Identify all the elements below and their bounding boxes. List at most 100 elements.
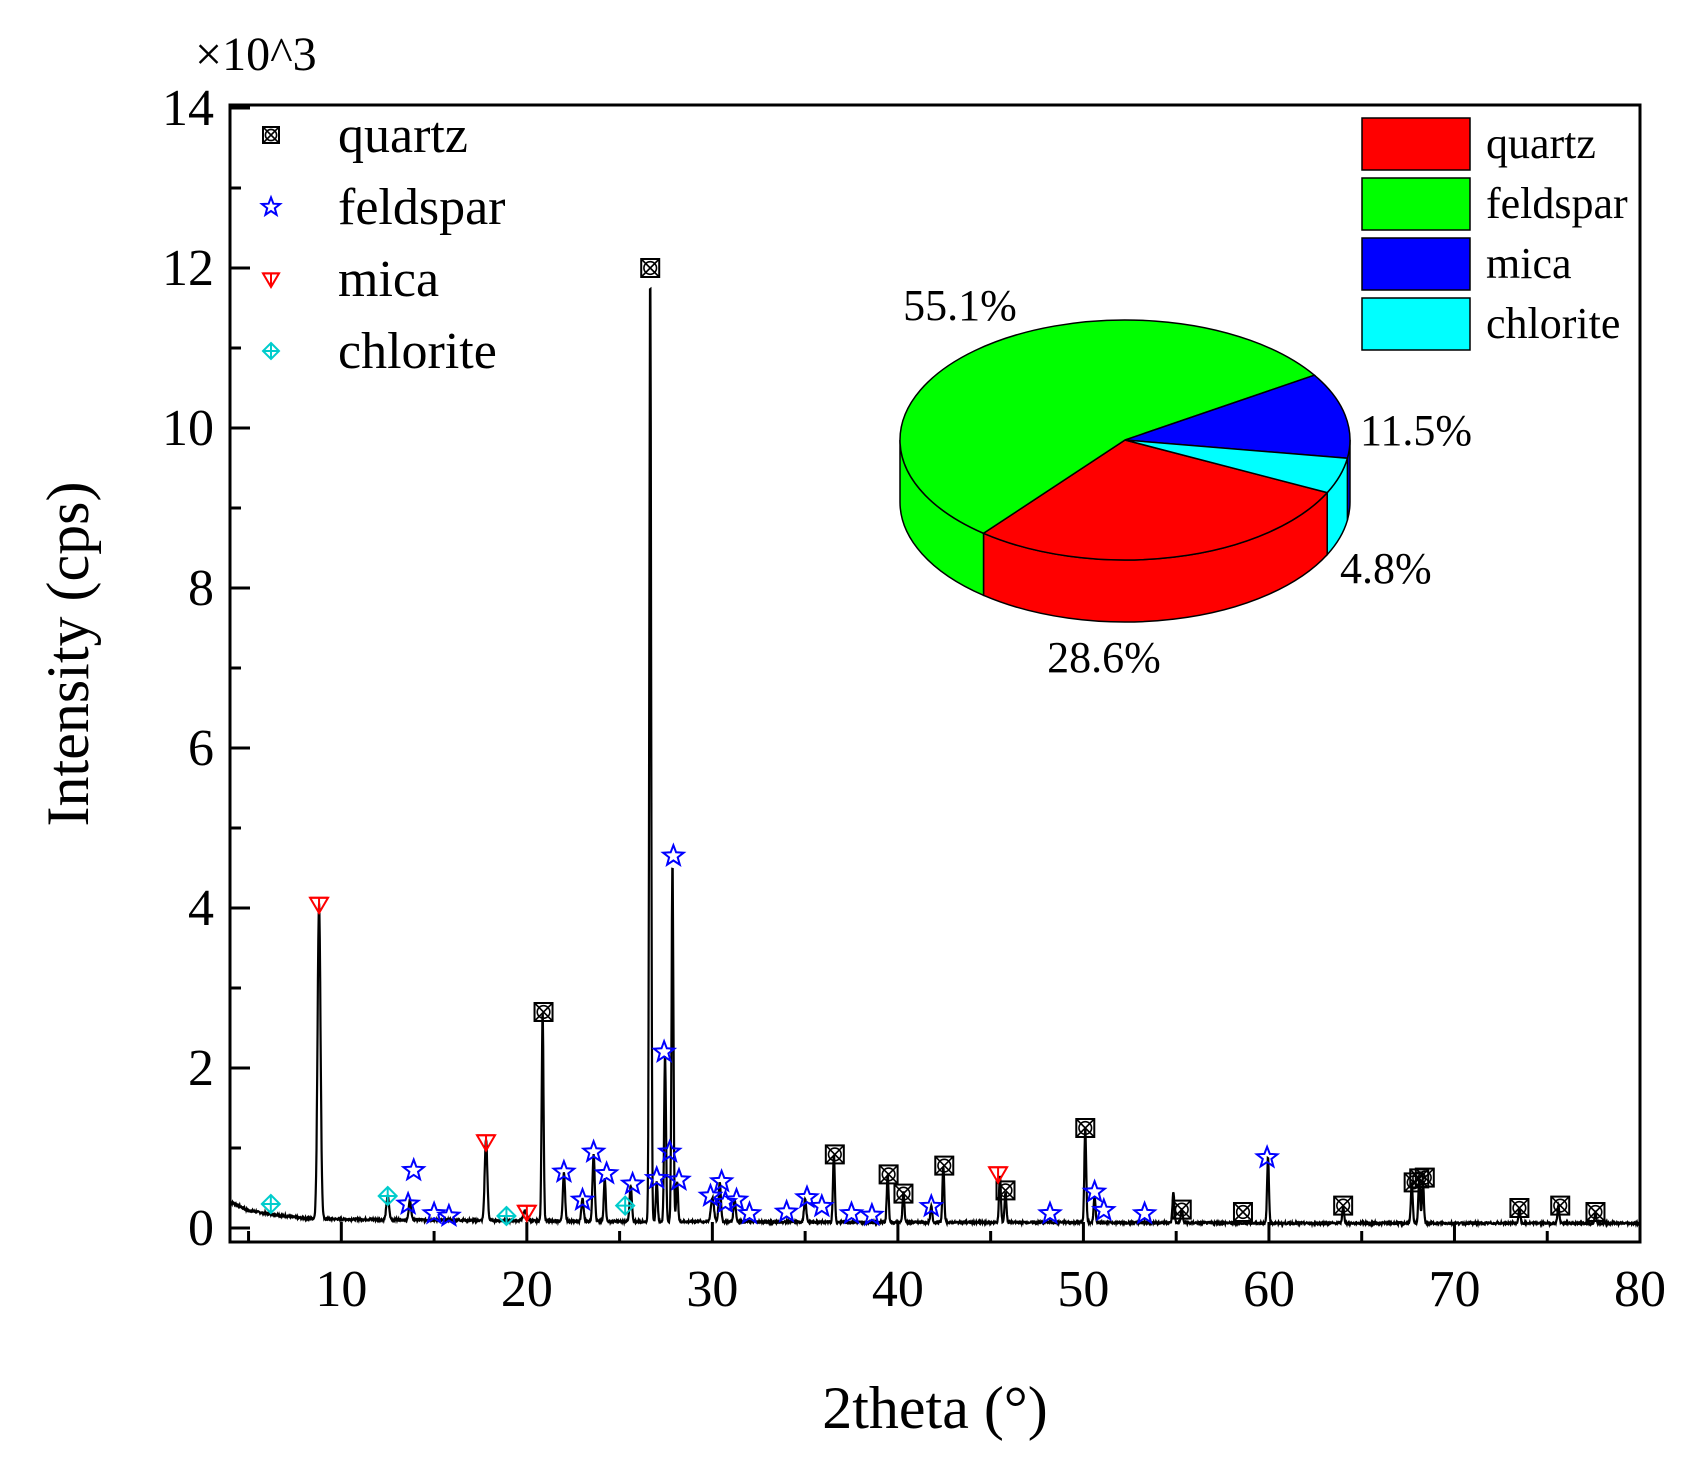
- quartz-peak-marker: [1171, 1199, 1192, 1220]
- quartz-peak-marker: [1232, 1202, 1253, 1222]
- feldspar-peak-marker: [697, 1182, 724, 1208]
- mica-peak-marker: [987, 1166, 1009, 1185]
- feldspar-peak-marker: [712, 1188, 739, 1214]
- pie-legend-swatch-quartz: [1361, 117, 1471, 171]
- feldspar-peak-marker: [421, 1199, 448, 1225]
- pie-legend: quartz feldspar mica chlorite: [1361, 117, 1628, 351]
- chlorite-peak-marker: [377, 1185, 399, 1207]
- pie-slice-chlorite: [1124, 439, 1349, 494]
- pie-value-label-quartz: 28.6%: [1047, 633, 1161, 682]
- feldspar-peak-marker: [665, 1166, 692, 1192]
- x-tick-label: 60: [1243, 1261, 1295, 1318]
- quartz-marker-icon: [262, 126, 280, 144]
- feldspar-peak-marker: [1131, 1199, 1158, 1225]
- y-tick-label: 8: [188, 560, 214, 617]
- y-tick-label: 14: [162, 80, 214, 137]
- legend-label-chlorite: chlorite: [338, 323, 497, 380]
- y-axis: 0 2 4 6 8 10 12 14: [162, 80, 250, 1257]
- feldspar-peak-marker: [1081, 1178, 1108, 1204]
- pie-legend-swatch-mica: [1361, 237, 1471, 291]
- y-axis-label: Intensity (cps): [35, 482, 101, 827]
- chlorite-peak-marker: [260, 1193, 282, 1215]
- pie-legend-swatch-feldspar: [1361, 177, 1471, 231]
- pie-chart: 28.6% 55.1% 11.5% 4.8%: [899, 281, 1472, 682]
- quartz-peak-marker: [1333, 1195, 1354, 1216]
- y-tick-label: 12: [162, 240, 214, 297]
- y-tick-label: 10: [162, 400, 214, 457]
- feldspar-peak-marker: [580, 1138, 607, 1164]
- pie-legend-label-feldspar: feldspar: [1486, 179, 1628, 228]
- x-tick-label: 70: [1428, 1261, 1480, 1318]
- feldspar-peak-marker: [660, 842, 687, 868]
- quartz-peak-marker: [640, 258, 661, 278]
- feldspar-peak-marker: [619, 1170, 646, 1196]
- quartz-peak-marker: [1414, 1167, 1435, 1188]
- phase-markers: [260, 258, 1606, 1228]
- plot-frame: [228, 103, 1642, 1244]
- legend-label-mica: mica: [338, 251, 439, 308]
- feldspar-peak-marker: [435, 1202, 462, 1228]
- feldspar-peak-marker: [1037, 1199, 1064, 1225]
- x-tick-label: 20: [501, 1261, 553, 1318]
- star-marker-icon: [259, 194, 283, 218]
- y-tick-label: 4: [188, 880, 214, 937]
- x-tick-label: 80: [1614, 1261, 1666, 1318]
- y-tick-label: 6: [188, 720, 214, 777]
- chlorite-peak-marker: [496, 1205, 517, 1227]
- y-tick-label: 0: [188, 1200, 214, 1257]
- pie-legend-label-quartz: quartz: [1486, 119, 1596, 168]
- feldspar-peak-marker: [723, 1186, 750, 1212]
- pie-value-label-feldspar: 55.1%: [903, 281, 1017, 330]
- mica-peak-marker: [475, 1134, 497, 1153]
- chlorite-peak-marker: [614, 1195, 636, 1217]
- feldspar-peak-marker: [808, 1192, 835, 1218]
- feldspar-peak-marker: [1090, 1196, 1117, 1222]
- quartz-peak-marker: [1075, 1118, 1096, 1138]
- x-tick-label: 30: [686, 1261, 738, 1318]
- feldspar-peak-marker: [656, 1138, 683, 1164]
- legend-label-feldspar: feldspar: [338, 179, 505, 236]
- feldspar-peak-marker: [569, 1186, 596, 1212]
- y-multiplier: ×10^3: [195, 28, 317, 81]
- feldspar-peak-marker: [773, 1198, 800, 1224]
- quartz-peak-marker: [878, 1164, 899, 1185]
- pie-legend-swatch-chlorite: [1361, 297, 1471, 351]
- quartz-peak-marker: [1509, 1198, 1530, 1218]
- xrd-pattern-line: [230, 286, 1640, 1229]
- feldspar-peak-marker: [793, 1183, 821, 1209]
- x-axis: 10 20 30 40 50 60 70 80: [247, 1222, 1666, 1318]
- pie-legend-label-chlorite: chlorite: [1486, 299, 1620, 348]
- quartz-peak-marker: [1585, 1202, 1606, 1222]
- pie-slice-feldspar: [899, 319, 1316, 535]
- mica-peak-marker: [516, 1204, 538, 1223]
- feldspar-peak-marker: [858, 1201, 885, 1227]
- feldspar-peak-marker: [593, 1159, 620, 1185]
- x-tick-label: 50: [1057, 1261, 1109, 1318]
- quartz-peak-marker: [824, 1144, 845, 1165]
- quartz-peak-marker: [1550, 1195, 1571, 1216]
- feldspar-peak-marker: [708, 1167, 735, 1193]
- feldspar-peak-marker: [918, 1192, 945, 1218]
- quartz-peak-marker: [934, 1155, 955, 1176]
- triangle-down-marker-icon: [261, 272, 281, 289]
- quartz-peak-marker: [995, 1180, 1016, 1201]
- quartz-peak-marker: [893, 1183, 914, 1204]
- pie-slice-quartz: [981, 439, 1329, 561]
- x-tick-label: 10: [315, 1261, 367, 1318]
- x-axis-label: 2theta (°): [822, 1375, 1048, 1441]
- pie-value-label-chlorite: 4.8%: [1340, 544, 1432, 593]
- pie-legend-label-mica: mica: [1486, 239, 1572, 288]
- feldspar-peak-marker: [1254, 1143, 1281, 1169]
- pie-value-label-mica: 11.5%: [1360, 406, 1472, 455]
- quartz-peak-marker: [533, 1002, 554, 1022]
- feldspar-peak-marker: [400, 1156, 427, 1182]
- feldspar-peak-marker: [395, 1190, 422, 1216]
- x-tick-label: 40: [872, 1261, 924, 1318]
- y-tick-label: 2: [188, 1040, 214, 1097]
- pie-slice-mica: [1124, 374, 1351, 459]
- mica-peak-marker: [308, 896, 330, 915]
- diamond-marker-icon: [261, 341, 281, 361]
- feldspar-peak-marker: [838, 1199, 865, 1225]
- feldspar-peak-marker: [643, 1164, 670, 1190]
